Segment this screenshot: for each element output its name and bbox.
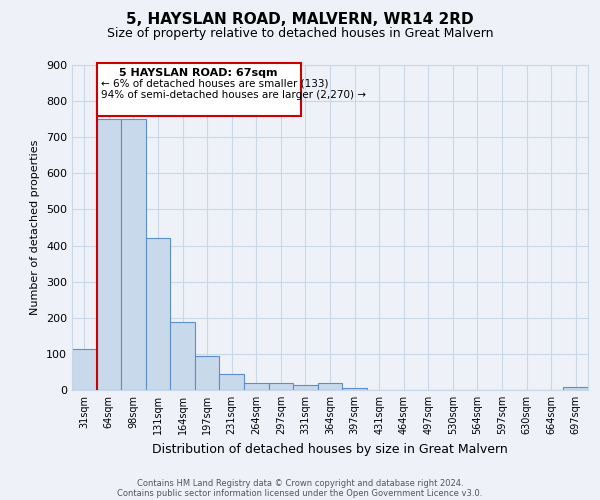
Bar [563, 388, 588, 390]
Bar [318, 383, 342, 390]
Bar [121, 119, 146, 390]
Bar [244, 383, 269, 390]
Bar [72, 349, 97, 390]
X-axis label: Distribution of detached houses by size in Great Malvern: Distribution of detached houses by size … [152, 442, 508, 456]
Y-axis label: Number of detached properties: Number of detached properties [31, 140, 40, 315]
Bar [170, 322, 195, 390]
Text: 5 HAYSLAN ROAD: 67sqm: 5 HAYSLAN ROAD: 67sqm [119, 68, 278, 78]
Bar [195, 356, 220, 390]
Text: Contains public sector information licensed under the Open Government Licence v3: Contains public sector information licen… [118, 488, 482, 498]
Bar [220, 374, 244, 390]
Bar [342, 388, 367, 390]
Bar [97, 119, 121, 390]
Bar [146, 238, 170, 390]
Text: Size of property relative to detached houses in Great Malvern: Size of property relative to detached ho… [107, 28, 493, 40]
Bar [269, 383, 293, 390]
Bar [97, 63, 301, 116]
Text: ← 6% of detached houses are smaller (133): ← 6% of detached houses are smaller (133… [101, 79, 329, 89]
Text: Contains HM Land Registry data © Crown copyright and database right 2024.: Contains HM Land Registry data © Crown c… [137, 478, 463, 488]
Bar [293, 384, 318, 390]
Text: 5, HAYSLAN ROAD, MALVERN, WR14 2RD: 5, HAYSLAN ROAD, MALVERN, WR14 2RD [126, 12, 474, 28]
Text: 94% of semi-detached houses are larger (2,270) →: 94% of semi-detached houses are larger (… [101, 90, 367, 100]
